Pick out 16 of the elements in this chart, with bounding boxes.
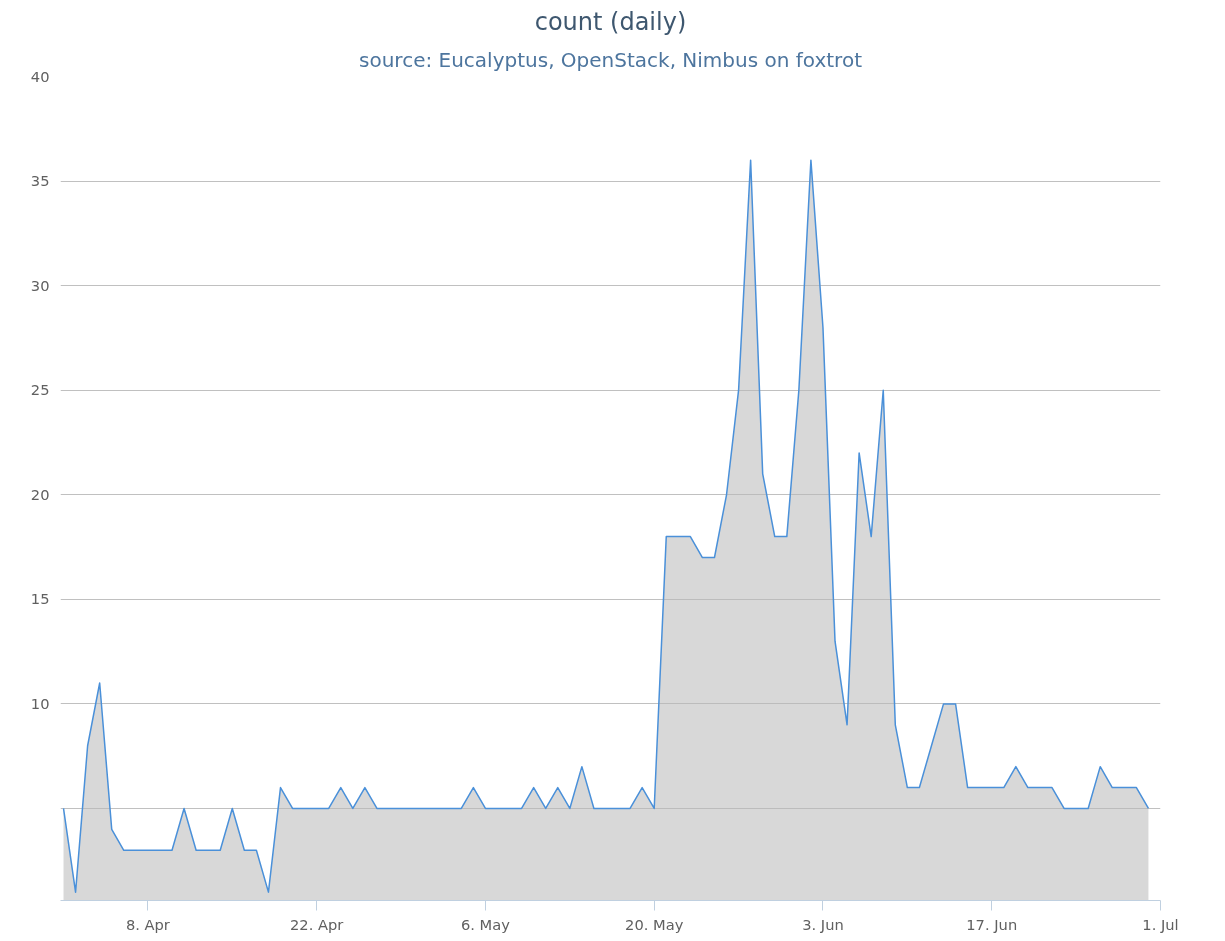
- chart-title: count (daily): [534, 7, 687, 36]
- x-tick-label: 20. May: [625, 915, 684, 933]
- y-tick-label: 15: [30, 590, 50, 608]
- y-tick-label: 40: [30, 67, 50, 85]
- chart-subtitle: source: Eucalyptus, OpenStack, Nimbus on foxtrot: [359, 47, 863, 72]
- y-tick-label: 30: [30, 276, 50, 294]
- x-tick-label: 1. Jul: [1142, 915, 1179, 933]
- x-tick-label: 8. Apr: [125, 915, 171, 933]
- x-tick-label: 22. Apr: [290, 915, 345, 933]
- x-tick-label: 3. Jun: [802, 915, 844, 933]
- y-tick-label: 35: [30, 172, 50, 190]
- y-tick-label: 20: [30, 485, 50, 503]
- x-tick-label: 6. May: [460, 915, 511, 933]
- x-tick-label: 17. Jun: [966, 915, 1018, 933]
- y-tick-label: 25: [30, 381, 50, 399]
- y-tick-label: 10: [30, 694, 50, 712]
